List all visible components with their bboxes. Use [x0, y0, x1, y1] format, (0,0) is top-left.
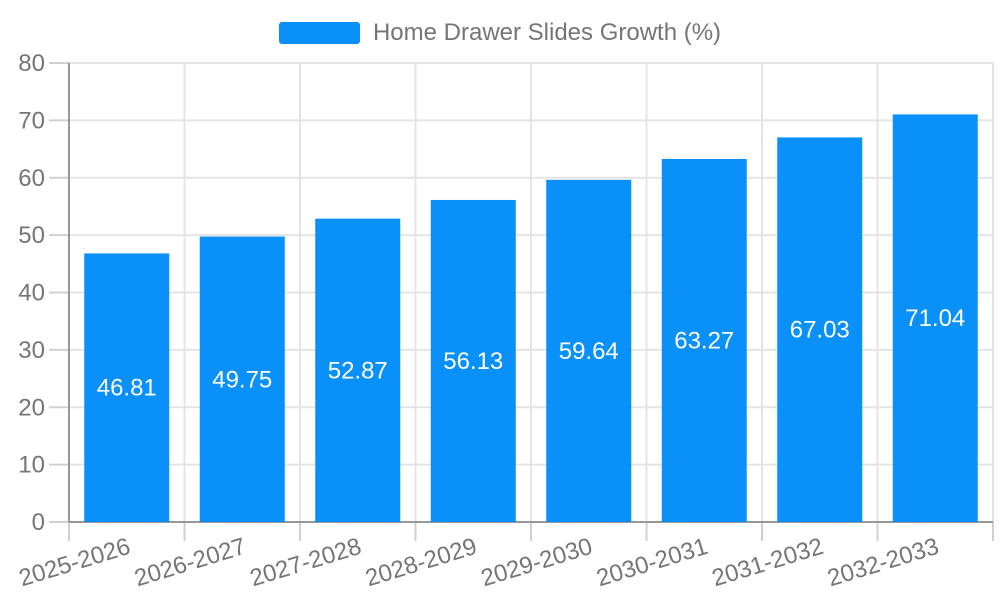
bar[interactable]: [546, 179, 632, 523]
y-tick-label: 70: [18, 107, 45, 134]
bar-value-label: 46.81: [97, 375, 157, 402]
y-tick-label: 80: [18, 50, 45, 77]
bar[interactable]: [430, 199, 516, 522]
legend[interactable]: Home Drawer Slides Growth (%): [0, 20, 1000, 46]
legend-label: Home Drawer Slides Growth (%): [372, 19, 722, 46]
bar[interactable]: [661, 158, 747, 522]
bar-value-label: 67.03: [790, 317, 850, 344]
bar[interactable]: [777, 137, 863, 522]
bar-value-label: 59.64: [559, 338, 619, 365]
bar-value-label: 52.87: [328, 357, 388, 384]
x-tick-label: 2027-2028: [247, 533, 365, 592]
bar[interactable]: [315, 218, 401, 522]
bar[interactable]: [84, 253, 170, 523]
x-tick-label: 2026-2027: [131, 533, 249, 592]
x-tick-label: 2031-2032: [709, 533, 827, 592]
bar-value-label: 56.13: [443, 348, 503, 375]
x-tick-label: 2030-2031: [593, 533, 711, 592]
bar-value-label: 71.04: [905, 305, 965, 332]
y-tick-label: 10: [18, 452, 45, 479]
x-tick-label: 2029-2030: [478, 533, 596, 592]
bar[interactable]: [199, 236, 285, 522]
bar-value-label: 49.75: [212, 366, 272, 393]
y-tick-label: 0: [32, 509, 45, 536]
x-tick-label: 2032-2033: [824, 533, 942, 592]
x-tick-label: 2025-2026: [16, 533, 134, 592]
y-tick-label: 20: [18, 394, 45, 421]
bar-value-label: 63.27: [674, 327, 734, 354]
y-tick-label: 30: [18, 337, 45, 364]
bar[interactable]: [892, 114, 978, 523]
y-tick-label: 50: [18, 222, 45, 249]
y-tick-label: 40: [18, 280, 45, 307]
y-tick-label: 60: [18, 165, 45, 192]
x-tick-label: 2028-2029: [362, 533, 480, 592]
legend-swatch: [278, 22, 360, 44]
